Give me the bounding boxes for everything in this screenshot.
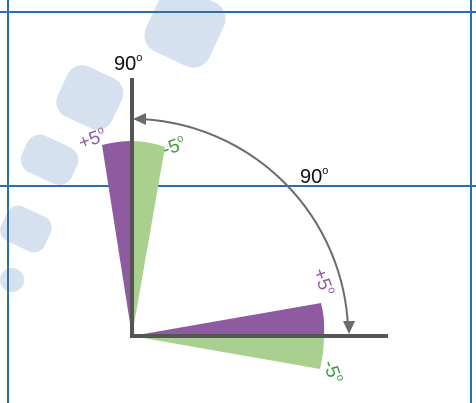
upper-plus-wedge [102,141,132,336]
lower-minus-tolerance-label: -5o [318,357,347,386]
watermark-shape [0,205,52,253]
arrowhead-icon [133,113,146,125]
watermark-shape [144,0,226,68]
watermark [0,0,226,292]
arc-curve [139,118,349,328]
watermark-shape [56,65,124,130]
watermark-shape [0,268,24,292]
arrowhead-icon [343,321,355,334]
labels: 90o 90o +5o -5o +5o -5o [76,52,347,386]
lower-plus-wedge [132,303,325,336]
upper-minus-wedge [132,141,165,336]
axes [130,78,388,338]
lower-plus-tolerance-label: +5o [308,265,338,299]
arc-angle-label: 90o [300,165,328,188]
lower-minus-wedge [132,336,324,369]
upper-minus-tolerance-label: -5o [159,132,188,161]
angle-arc [133,113,355,334]
watermark-shape [20,134,79,185]
tolerance-wedges [102,141,325,369]
vertical-angle-label: 90o [114,52,142,75]
